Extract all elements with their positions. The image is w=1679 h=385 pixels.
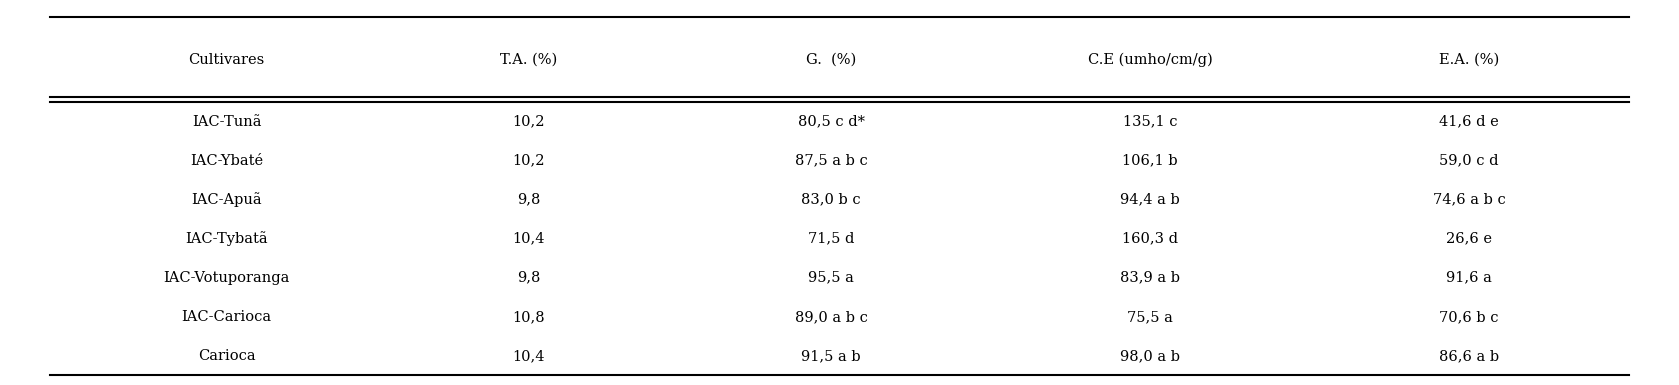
Text: 91,6 a: 91,6 a [1446,271,1493,285]
Text: 87,5 a b c: 87,5 a b c [794,154,868,167]
Text: 106,1 b: 106,1 b [1122,154,1179,167]
Text: IAC-Carioca: IAC-Carioca [181,310,272,324]
Text: 91,5 a b: 91,5 a b [801,349,861,363]
Text: 94,4 a b: 94,4 a b [1120,192,1180,207]
Text: 9,8: 9,8 [517,192,541,207]
Text: E.A. (%): E.A. (%) [1439,53,1499,67]
Text: 98,0 a b: 98,0 a b [1120,349,1180,363]
Text: 160,3 d: 160,3 d [1122,232,1179,246]
Text: T.A. (%): T.A. (%) [500,53,557,67]
Text: 135,1 c: 135,1 c [1123,115,1177,129]
Text: 80,5 c d*: 80,5 c d* [798,115,865,129]
Text: IAC-Ybaté: IAC-Ybaté [190,154,264,167]
Text: Carioca: Carioca [198,349,255,363]
Text: G.  (%): G. (%) [806,53,856,67]
Text: IAC-Apuã: IAC-Apuã [191,192,262,207]
Text: 75,5 a: 75,5 a [1127,310,1174,324]
Text: 59,0 c d: 59,0 c d [1439,154,1499,167]
Text: 9,8: 9,8 [517,271,541,285]
Text: Cultivares: Cultivares [188,53,265,67]
Text: 10,2: 10,2 [512,154,546,167]
Text: 41,6 d e: 41,6 d e [1439,115,1499,129]
Text: C.E (umho/cm/g): C.E (umho/cm/g) [1088,52,1212,67]
Text: 89,0 a b c: 89,0 a b c [794,310,868,324]
Text: 10,2: 10,2 [512,115,546,129]
Text: 10,4: 10,4 [512,232,546,246]
Text: IAC-Tybatã: IAC-Tybatã [185,231,269,246]
Text: 70,6 b c: 70,6 b c [1439,310,1499,324]
Text: 83,9 a b: 83,9 a b [1120,271,1180,285]
Text: 86,6 a b: 86,6 a b [1439,349,1499,363]
Text: 26,6 e: 26,6 e [1446,232,1493,246]
Text: 83,0 b c: 83,0 b c [801,192,861,207]
Text: IAC-Tunã: IAC-Tunã [191,115,262,129]
Text: IAC-Votuporanga: IAC-Votuporanga [163,271,290,285]
Text: 71,5 d: 71,5 d [808,232,855,246]
Text: 10,4: 10,4 [512,349,546,363]
Text: 95,5 a: 95,5 a [808,271,855,285]
Text: 10,8: 10,8 [512,310,546,324]
Text: 74,6 a b c: 74,6 a b c [1432,192,1506,207]
